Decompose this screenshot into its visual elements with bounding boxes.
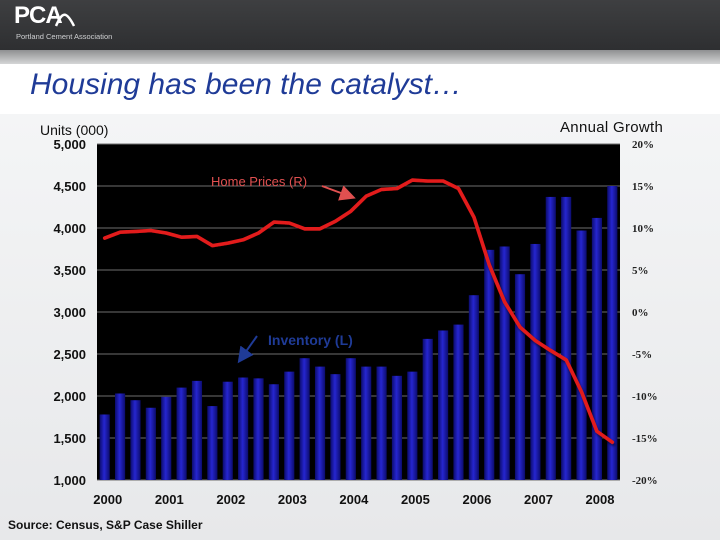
left-tick-label-8: 5,000 [53,137,86,152]
home-prices-annotation: Home Prices (R) [211,174,307,189]
inventory-bars [99,186,618,481]
right-tick-label-6: 10% [632,223,654,235]
right-tick-label-3: -5% [632,349,652,361]
right-tick-label-7: 15% [632,181,654,193]
bar-28 [530,243,541,480]
bar-26 [499,246,510,480]
bar-19 [391,375,403,480]
left-tick-label-1: 1,500 [53,431,86,446]
bar-25 [484,249,495,480]
inventory-arrow [237,335,258,364]
home-prices-path [102,178,615,444]
bar-23 [453,324,464,480]
left-tick-label-7: 4,500 [53,179,86,194]
bar-3 [145,407,156,480]
bar-30 [561,196,572,481]
bar-32 [591,217,603,481]
bar-15 [330,374,341,480]
inventory-annotation: Inventory (L) [268,332,353,348]
left-axis-ticks: 1,000 1,500 2,000 2,500 3,000 3,500 4,000 4,500… [53,137,86,488]
bar-5 [176,387,187,480]
year-label-6: 2006 [462,492,491,507]
year-label-5: 2005 [401,492,430,507]
right-tick-label-2: -10% [632,391,658,403]
slide-title: Housing has been the catalyst… [30,68,462,101]
bar-9 [238,377,249,480]
bar-18 [376,366,387,480]
annotations: Home Prices (R) Inventory (L) [211,174,356,364]
right-tick-label-4: 0% [632,307,649,319]
bar-27 [514,274,526,480]
bar-31 [576,230,587,480]
home-prices-arrow [321,185,356,201]
left-tick-label-2: 2,000 [53,389,86,404]
bar-12 [284,371,295,480]
left-tick-label-6: 4,000 [53,221,86,236]
bar-0 [99,414,110,480]
right-axis-ticks: -20% -15% -10% -5% 0% 5% 10% 15% 20% [632,139,658,487]
year-label-8: 2008 [586,492,615,507]
home-prices-line [102,178,615,444]
source-note: Source: Census, S&P Case Shiller [8,518,203,532]
bar-7 [207,406,218,480]
bar-4 [161,396,172,480]
logo-swoosh-icon [54,13,76,27]
header-band [0,50,720,64]
right-tick-label-1: -15% [632,433,658,445]
year-label-1: 2001 [155,492,184,507]
year-label-3: 2003 [278,492,307,507]
bar-1 [114,393,126,480]
bar-21 [422,338,433,480]
bar-33 [607,186,618,480]
bar-6 [191,380,203,480]
bar-22 [438,330,449,480]
bar-8 [222,381,233,480]
right-axis-label: Annual Growth [560,119,664,136]
right-tick-label-5: 5% [632,265,649,277]
x-axis-ticks: 2000 2001 2002 2003 2004 2005 2006 2007 2008 [93,492,614,507]
bar-17 [361,366,372,480]
logo-subtitle: Portland Cement Association [16,32,113,41]
left-tick-label-4: 3,000 [53,305,86,320]
bar-16 [345,358,356,480]
right-tick-label-0: -20% [632,475,658,487]
bar-10 [253,378,264,480]
left-axis-label: Units (000) [40,122,109,138]
right-tick-label-8: 20% [632,139,654,151]
bar-20 [407,371,418,480]
bar-14 [314,366,326,480]
left-tick-label-3: 2,500 [53,347,86,362]
header-bar [0,0,720,50]
left-tick-label-5: 3,500 [53,263,86,278]
year-label-7: 2007 [524,492,553,507]
logo: PCA [14,2,63,29]
year-label-0: 2000 [93,492,122,507]
bar-29 [545,196,556,481]
bar-24 [468,295,479,480]
year-label-2: 2002 [216,492,245,507]
year-label-4: 2004 [339,492,369,507]
bar-13 [299,358,310,480]
bar-11 [268,384,279,480]
left-tick-label-0: 1,000 [53,473,86,488]
bar-2 [130,400,141,480]
